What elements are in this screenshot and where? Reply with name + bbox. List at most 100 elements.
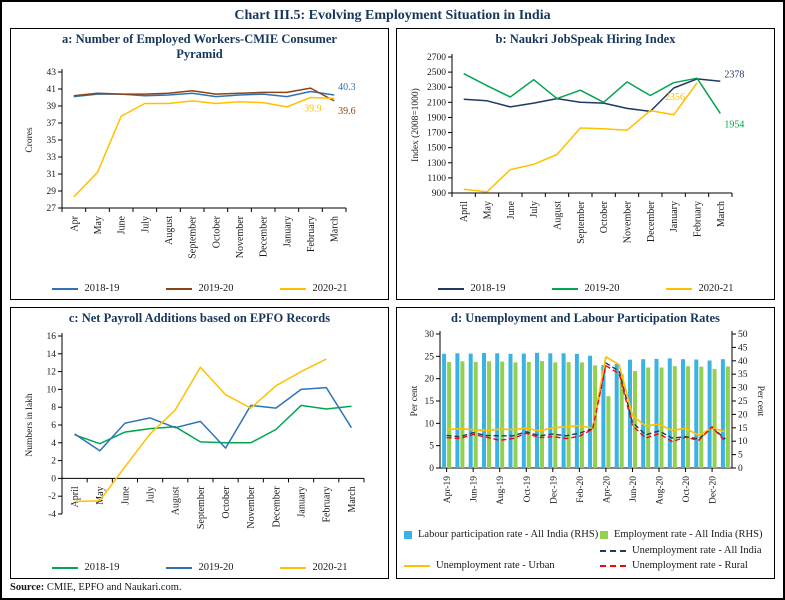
svg-text:Oct-19: Oct-19 — [522, 476, 532, 503]
legend-item-2019-20: 2019-20 — [165, 283, 234, 294]
svg-text:5: 5 — [738, 450, 743, 460]
svg-text:-4: -4 — [48, 510, 56, 520]
svg-text:39: 39 — [46, 102, 56, 112]
legend-label: 2019-20 — [584, 283, 620, 294]
svg-text:2: 2 — [51, 456, 56, 466]
source-label: Source: — [10, 582, 45, 593]
svg-text:27: 27 — [46, 204, 56, 214]
svg-text:1954: 1954 — [724, 119, 744, 130]
svg-text:16: 16 — [46, 332, 56, 342]
legend-item-2019-20: 2019-20 — [165, 562, 234, 573]
svg-text:0: 0 — [51, 474, 56, 484]
legend-label: Unemployment rate - Rural — [632, 560, 748, 572]
svg-text:March: March — [329, 216, 340, 242]
svg-text:25: 25 — [424, 352, 434, 362]
legend-swatch — [404, 531, 412, 540]
chart-a-canvas: 27 29 31 33 35 37 39 41 43 Apr May June July August Se… — [25, 68, 356, 259]
svg-text:50: 50 — [738, 330, 748, 340]
legend-item-Unemployment rate - Urban: Unemployment rate - Urban — [404, 560, 600, 573]
legend-item-2020-21: 2020-21 — [665, 283, 734, 294]
legend-label: 2020-21 — [312, 562, 348, 573]
legend-label: 2018-19 — [84, 283, 120, 294]
legend-item-Unemployment rate - All India: Unemployment rate - All India — [600, 545, 767, 558]
legend-swatch — [165, 287, 192, 290]
svg-text:May: May — [482, 201, 493, 219]
svg-text:900: 900 — [431, 189, 446, 199]
svg-text:33: 33 — [46, 153, 56, 163]
svg-text:September: September — [575, 200, 586, 243]
svg-text:Per cent: Per cent — [410, 385, 420, 416]
panel-b-naukri-index: b: Naukri JobSpeak Hiring Index 900 1100 1… — [396, 28, 775, 300]
svg-text:Apr-19: Apr-19 — [443, 476, 453, 503]
svg-text:March: March — [346, 486, 357, 512]
svg-text:20: 20 — [424, 374, 434, 384]
svg-text:2700: 2700 — [427, 53, 446, 63]
svg-text:2300: 2300 — [427, 83, 446, 93]
legend-label: Employment rate - All India (RHS) — [614, 529, 763, 541]
svg-text:Apr-20: Apr-20 — [602, 476, 612, 503]
svg-text:30: 30 — [424, 330, 434, 340]
svg-text:Feb-20: Feb-20 — [575, 476, 585, 503]
svg-text:30: 30 — [738, 383, 748, 393]
svg-text:June: June — [120, 486, 131, 505]
svg-text:Aug-19: Aug-19 — [496, 476, 506, 504]
svg-text:4: 4 — [51, 439, 56, 449]
svg-text:14: 14 — [46, 350, 56, 360]
svg-text:0: 0 — [429, 464, 434, 474]
legend-c: 2018-19 2019-20 2020-21 — [16, 562, 383, 575]
svg-text:November: November — [235, 215, 246, 258]
svg-text:37: 37 — [46, 119, 56, 129]
svg-text:March: March — [715, 201, 726, 227]
svg-text:2500: 2500 — [427, 68, 446, 78]
svg-text:40: 40 — [738, 357, 748, 367]
source-note: Source: CMIE, EPFO and Naukari.com. — [10, 579, 775, 593]
svg-text:1900: 1900 — [427, 113, 446, 123]
svg-text:Numbers in lakh: Numbers in lakh — [25, 393, 35, 457]
svg-text:December: December — [271, 485, 282, 527]
svg-text:May: May — [95, 486, 106, 504]
svg-text:2100: 2100 — [427, 98, 446, 108]
svg-text:5: 5 — [429, 441, 434, 451]
chart-b-canvas: 900 1100 1300 1500 1700 1900 2100 2300 2500 2700 A… — [410, 53, 744, 244]
legend-d: Employment rate - All India (RHS) Labour … — [402, 529, 769, 575]
svg-text:1300: 1300 — [427, 159, 446, 169]
legend-label: 2019-20 — [198, 562, 234, 573]
svg-text:Oct-20: Oct-20 — [682, 476, 692, 503]
panel-c-title: c: Net Payroll Additions based on EPFO R… — [68, 311, 331, 325]
legend-swatch — [437, 287, 464, 290]
legend-item-Employment rate - All India (RHS): Employment rate - All India (RHS) — [600, 529, 767, 542]
svg-text:15: 15 — [424, 397, 434, 407]
svg-text:43: 43 — [46, 68, 56, 78]
source-text: CMIE, EPFO and Naukari.com. — [44, 582, 182, 593]
svg-text:0: 0 — [738, 464, 743, 474]
svg-text:1100: 1100 — [427, 174, 446, 184]
legend-swatch — [51, 566, 78, 569]
legend-a: 2018-19 2019-20 2020-21 — [16, 283, 383, 296]
svg-text:40.3: 40.3 — [338, 81, 356, 92]
legend-swatch — [279, 287, 306, 290]
svg-text:10: 10 — [46, 385, 56, 395]
legend-swatch — [404, 565, 430, 568]
legend-item-Unemployment rate - Rural: Unemployment rate - Rural — [600, 560, 767, 573]
legend-item-2018-19: 2018-19 — [437, 283, 506, 294]
svg-text:31: 31 — [46, 170, 56, 180]
svg-text:12: 12 — [46, 367, 56, 377]
svg-text:Dec-19: Dec-19 — [549, 476, 559, 504]
legend-label: Unemployment rate - All India — [632, 544, 762, 556]
svg-text:December: December — [645, 200, 656, 242]
legend-swatch — [51, 287, 78, 290]
legend-swatch — [279, 566, 306, 569]
svg-text:August: August — [170, 486, 181, 515]
svg-text:39.9: 39.9 — [304, 103, 322, 114]
svg-text:February: February — [306, 216, 317, 252]
panel-d-title: d: Unemployment and Labour Participation… — [451, 311, 720, 325]
svg-text:Jun-20: Jun-20 — [628, 476, 638, 502]
legend-b: 2018-19 2019-20 2020-21 — [402, 283, 769, 296]
svg-text:45: 45 — [738, 343, 748, 353]
svg-text:June: June — [116, 215, 127, 234]
svg-text:September: September — [187, 215, 198, 258]
legend-label: 2019-20 — [198, 283, 234, 294]
svg-text:January: January — [282, 216, 293, 247]
svg-text:25: 25 — [738, 397, 748, 407]
